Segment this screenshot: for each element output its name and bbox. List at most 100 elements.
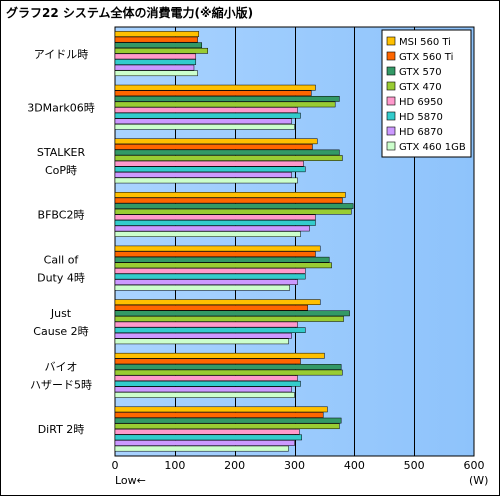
bar [114,144,313,150]
x-tick-labels: 0 100 200 300 400 500 600 [112,459,485,472]
bar [114,358,301,365]
bar [114,304,308,311]
bar [114,101,336,108]
bar [114,251,316,257]
legend-label: HD 5870 [399,112,443,123]
bar [114,160,304,167]
bar [114,434,302,441]
category-label: DiRT 2時 [38,423,85,436]
x-tick-label: 200 [224,459,245,472]
bars-group [114,31,354,452]
bar [114,138,318,145]
bar [114,316,344,322]
bar [114,203,354,209]
category-label: CoP時 [45,164,77,177]
x-tick-label: 600 [464,459,485,472]
bar [114,338,289,345]
legend-label: GTX 460 1GB [399,142,466,153]
bar [114,284,290,291]
bar [114,70,198,77]
bar [114,118,292,125]
legend: MSI 560 Ti GTX 560 Ti GTX 570 GTX 470 HD 695… [381,29,472,158]
bar [114,31,200,37]
bar [114,380,301,387]
bar [114,440,295,446]
legend-swatch [386,51,396,61]
x-tick-label: 0 [112,459,119,472]
legend-label: GTX 570 [399,67,442,78]
bar [114,36,198,43]
bar [114,262,332,269]
x-axis-unit: (W) [469,474,488,487]
bar [114,386,292,393]
legend-swatch [386,81,396,91]
bar [114,225,310,232]
bar [114,220,316,226]
legend-label: GTX 470 [399,82,442,93]
category-labels: アイドル時 3DMark06時 STALKER CoP時 BFBC2時 Call of Du… [27,48,95,436]
bar [114,155,343,161]
bar [114,364,342,370]
bar [114,214,316,221]
legend-swatch [386,36,396,46]
bar [114,47,208,54]
bar [114,53,197,60]
chart-title: グラフ22 システム全体の消費電力(※縮小版) [6,6,254,20]
bar [114,95,340,102]
bar [114,417,342,424]
bar [114,84,316,91]
category-label: 3DMark06時 [27,101,95,114]
bar [114,412,324,418]
bar [114,268,306,274]
bar [114,299,321,305]
bar [114,42,203,49]
bar [114,392,295,398]
legend-label: HD 6870 [399,127,443,138]
category-label: Call of [44,253,80,266]
bar [114,64,195,71]
bar [114,112,301,119]
bar [114,369,343,376]
bar [114,310,350,317]
bar [114,245,321,252]
legend-swatch [386,141,396,151]
bar [114,231,301,237]
bar [114,406,328,413]
bar [114,375,298,382]
category-label: Just [50,307,72,320]
bar [114,332,292,339]
legend-swatch [386,126,396,136]
category-label: バイオ [45,361,78,374]
x-tick-label: 500 [404,459,425,472]
bar [114,428,300,435]
bar [114,352,325,359]
bar [114,90,312,97]
legend-label: HD 6950 [399,97,443,108]
bar [114,256,330,263]
bar [114,445,289,452]
bar [114,279,298,285]
legend-label: MSI 560 Ti [399,37,451,48]
category-label: アイドル時 [34,48,88,61]
bar [114,123,295,130]
category-label: ハザード5時 [30,379,92,392]
bar [114,107,298,113]
x-axis-low-label: Low← [115,474,146,487]
bar [114,423,340,430]
bar [114,149,340,156]
legend-swatch [386,66,396,76]
x-tick-label: 100 [164,459,185,472]
legend-box [381,29,472,158]
bar [114,192,346,198]
x-tick-label: 300 [284,459,305,472]
legend-label: GTX 560 Ti [399,52,453,63]
bar [114,166,306,173]
legend-swatch [386,96,396,106]
bar [114,197,343,204]
x-tick-label: 400 [344,459,365,472]
bar [114,321,298,328]
bar [114,327,306,333]
category-label: Duty 4時 [37,271,85,284]
